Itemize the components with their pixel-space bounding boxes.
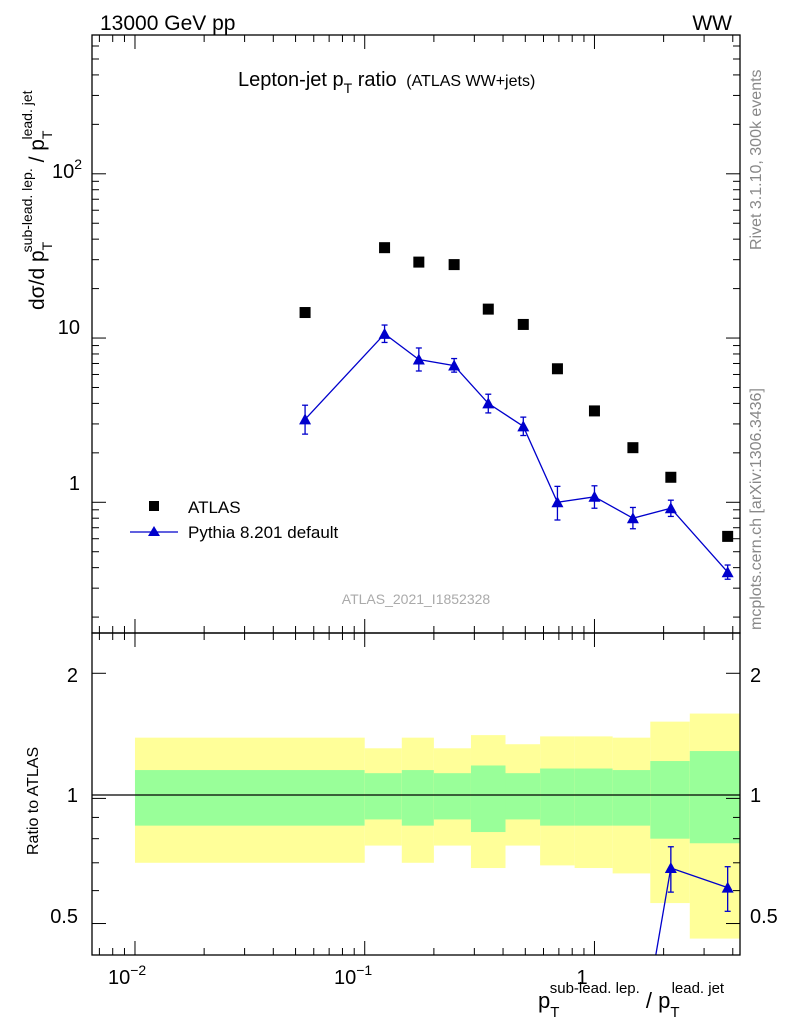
ratio-y-tick-label-2-left: 2 (67, 665, 78, 687)
ratio-pythia-point (664, 862, 677, 874)
pythia-data-point (482, 397, 495, 409)
atlas-data-point (627, 442, 639, 454)
legend-atlas-label: ATLAS (188, 498, 241, 517)
pythia-data-point (412, 353, 425, 365)
ratio-band-inner (364, 773, 402, 820)
energy-label: 13000 GeV pp (100, 12, 235, 35)
ratio-pythia-point (721, 881, 734, 893)
atlas-data-point (665, 471, 677, 483)
chart-title-main: Lepton-jet p (238, 69, 344, 91)
legend-pythia-marker (148, 526, 160, 536)
ratio-panel (91, 632, 741, 956)
ratio-y-tick-label-05-right: 0.5 (750, 906, 778, 928)
ratio-y-tick-label-1-left: 1 (67, 785, 78, 807)
x-tick-labels: 10−2 10−1 1 (108, 962, 588, 989)
atlas-data-point (588, 405, 600, 417)
ratio-band-inner (134, 770, 365, 826)
ratio-data-layer (655, 846, 734, 956)
chart-title-note: (ATLAS WW+jets) (406, 73, 535, 90)
x-tick-label-0.1: 10−1 (334, 962, 372, 989)
atlas-data-point (299, 307, 311, 319)
x-axis-label: pTsub-lead. lep. / pTlead. jet (538, 980, 725, 1021)
ratio-band-inner (505, 773, 541, 820)
ratio-band-inner (401, 770, 434, 826)
atlas-data-point (482, 303, 494, 315)
pythia-data-point (721, 566, 734, 578)
ratio-band-inner (433, 773, 471, 820)
atlas-data-point (413, 256, 425, 268)
chart-title-rest: ratio (352, 69, 396, 91)
x-tick-label-1: 1 (576, 967, 587, 989)
chart-title-sub: T (344, 80, 353, 96)
chart-title: Lepton-jet pT ratio (ATLAS WW+jets) (238, 69, 535, 96)
pythia-data-point (626, 512, 639, 524)
ratio-y-tick-label-1-right: 1 (750, 785, 761, 807)
main-data-layer (299, 242, 734, 580)
y-tick-label-1: 1 (69, 473, 80, 495)
pythia-data-point (664, 502, 677, 514)
ratio-band-inner (574, 768, 613, 826)
legend-pythia-label: Pythia 8.201 default (188, 523, 339, 542)
atlas-data-point (448, 259, 460, 271)
ratio-y-tick-label-05-left: 0.5 (50, 906, 78, 928)
atlas-data-point (551, 363, 563, 375)
x-tick-label-0.01: 10−2 (108, 962, 146, 989)
pythia-data-point (551, 496, 564, 508)
y-tick-label-100: 102 (52, 156, 82, 183)
ratio-ticks (92, 633, 740, 955)
main-frame (91, 34, 741, 634)
ratio-band-inner (470, 765, 506, 833)
ratio-band-inner (540, 768, 575, 826)
process-label: WW (692, 12, 732, 35)
ratio-y-tick-labels: 2 1 0.5 2 1 0.5 (50, 665, 778, 928)
ratio-band-layer (134, 713, 740, 939)
pythia-line (304, 333, 729, 573)
atlas-data-point (517, 318, 529, 330)
ratio-y-axis-label: Ratio to ATLAS (25, 747, 42, 855)
pythia-data-point (517, 420, 530, 432)
pythia-data-point (378, 327, 391, 339)
analysis-watermark: ATLAS_2021_I1852328 (342, 591, 491, 607)
pythia-data-point (299, 413, 312, 425)
svg-text:Lepton-jet pT ratio (ATL: Lepton-jet pT ratio (ATLAS WW+jets) (238, 69, 535, 96)
atlas-data-point (722, 530, 734, 542)
main-y-tick-labels: 102 10 1 (52, 156, 82, 495)
pythia-data-point (448, 359, 461, 371)
ratio-band-inner (689, 751, 740, 844)
rivet-label: Rivet 3.1.10, 300k events (748, 69, 765, 250)
legend: ATLAS Pythia 8.201 default (130, 498, 339, 542)
pythia-data-point (588, 490, 601, 502)
main-panel (91, 34, 741, 634)
y-tick-label-10: 10 (58, 317, 80, 339)
atlas-data-point (379, 242, 391, 254)
mcplots-label: mcplots.cern.ch [arXiv:1306.3436] (748, 388, 765, 630)
ratio-y-tick-label-2-right: 2 (750, 665, 761, 687)
ratio-band-inner (650, 761, 690, 839)
ratio-band-inner (612, 770, 651, 826)
main-y-axis-label: dσ/d pTsub-lead. lep. / pTlead. jet (19, 90, 55, 310)
main-ticks (92, 34, 740, 633)
ratio-frame (91, 632, 741, 956)
legend-atlas-marker (149, 501, 159, 511)
